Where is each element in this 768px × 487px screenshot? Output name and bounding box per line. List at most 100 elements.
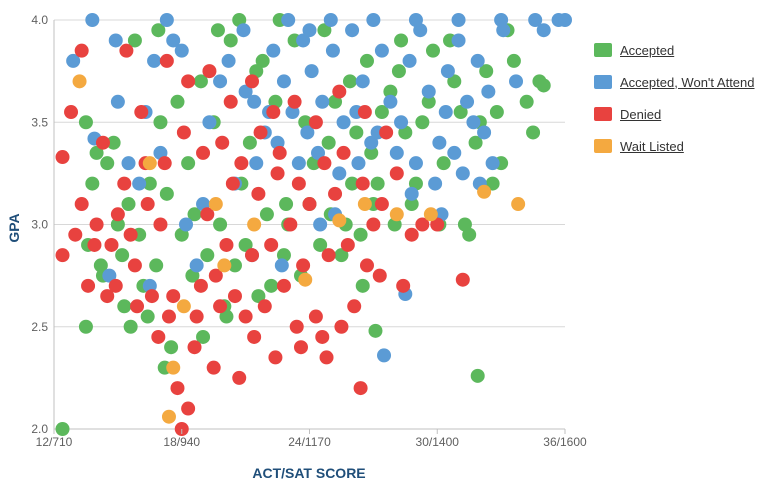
data-point: [142, 176, 157, 191]
y-tick-label: 2.0: [31, 422, 48, 436]
data-point: [477, 184, 492, 199]
data-point: [127, 258, 142, 273]
data-point: [100, 289, 115, 304]
data-point: [438, 105, 453, 120]
data-point: [102, 268, 117, 283]
data-point: [359, 258, 374, 273]
data-point: [219, 237, 234, 252]
data-point: [298, 272, 313, 287]
legend-item-2[interactable]: Denied: [594, 98, 755, 130]
data-point: [447, 74, 462, 89]
series-0: [55, 13, 551, 436]
legend-item-1[interactable]: Accepted, Won't Attend: [594, 66, 755, 98]
data-point: [208, 197, 223, 212]
data-point: [494, 13, 509, 27]
data-point: [455, 272, 470, 287]
data-point: [78, 319, 93, 334]
data-point: [506, 53, 521, 68]
data-point: [142, 156, 157, 171]
legend-label: Accepted: [620, 42, 675, 58]
data-point: [336, 115, 351, 130]
data-point: [176, 299, 191, 314]
data-point: [351, 156, 366, 171]
data-point: [374, 43, 389, 58]
data-point: [421, 94, 436, 109]
data-point: [189, 258, 204, 273]
data-point: [366, 13, 381, 27]
data-point: [95, 135, 110, 150]
data-point: [466, 115, 481, 130]
data-point: [149, 258, 164, 273]
data-point: [157, 156, 172, 171]
data-point: [347, 299, 362, 314]
data-point: [355, 278, 370, 293]
data-point: [428, 176, 443, 191]
legend-label: Accepted, Won't Attend: [620, 74, 755, 90]
data-point: [247, 217, 262, 232]
data-point: [100, 156, 115, 171]
data-point: [166, 289, 181, 304]
data-point: [238, 237, 253, 252]
data-point: [110, 207, 125, 222]
data-point: [213, 299, 228, 314]
data-point: [460, 94, 475, 109]
data-point: [151, 23, 166, 38]
data-point: [170, 94, 185, 109]
data-point: [159, 13, 174, 27]
y-tick-label: 3.0: [31, 218, 48, 232]
data-point: [364, 135, 379, 150]
data-point: [193, 278, 208, 293]
data-point: [108, 33, 123, 48]
data-point: [455, 166, 470, 181]
data-point: [432, 135, 447, 150]
data-point: [511, 197, 526, 212]
legend-swatch: [594, 43, 612, 57]
data-point: [321, 248, 336, 263]
data-point: [368, 323, 383, 338]
series-2: [55, 43, 470, 436]
data-point: [225, 176, 240, 191]
y-axis-ticks: 2.0 2.5 3.0 3.5 4.0: [31, 13, 48, 436]
data-point: [187, 340, 202, 355]
data-point: [259, 207, 274, 222]
data-point: [274, 258, 289, 273]
data-point: [283, 217, 298, 232]
data-point: [355, 74, 370, 89]
legend-item-3[interactable]: Wait Listed: [594, 130, 755, 162]
data-point: [317, 156, 332, 171]
data-point: [251, 289, 266, 304]
legend-item-0[interactable]: Accepted: [594, 34, 755, 66]
data-point: [291, 176, 306, 191]
legend-swatch: [594, 107, 612, 121]
data-points: [55, 13, 572, 436]
data-point: [451, 33, 466, 48]
y-axis-title: GPA: [6, 213, 22, 242]
data-point: [334, 319, 349, 334]
data-point: [217, 258, 232, 273]
data-point: [481, 84, 496, 99]
data-point: [404, 227, 419, 242]
data-point: [200, 207, 215, 222]
data-point: [394, 33, 409, 48]
data-point: [349, 125, 364, 140]
data-point: [74, 43, 89, 58]
grid-lines: [54, 19, 565, 430]
data-point: [302, 197, 317, 212]
data-point: [379, 125, 394, 140]
data-point: [340, 237, 355, 252]
data-point: [302, 23, 317, 38]
data-point: [470, 368, 485, 383]
data-point: [153, 217, 168, 232]
data-point: [313, 217, 328, 232]
data-point: [308, 115, 323, 130]
data-point: [181, 156, 196, 171]
data-point: [319, 350, 334, 365]
x-tick-label: 30/1400: [416, 435, 460, 449]
data-point: [451, 13, 466, 27]
data-point: [266, 43, 281, 58]
data-point: [221, 53, 236, 68]
data-point: [236, 23, 251, 38]
data-point: [253, 125, 268, 140]
data-point: [266, 105, 281, 120]
data-point: [558, 13, 572, 27]
